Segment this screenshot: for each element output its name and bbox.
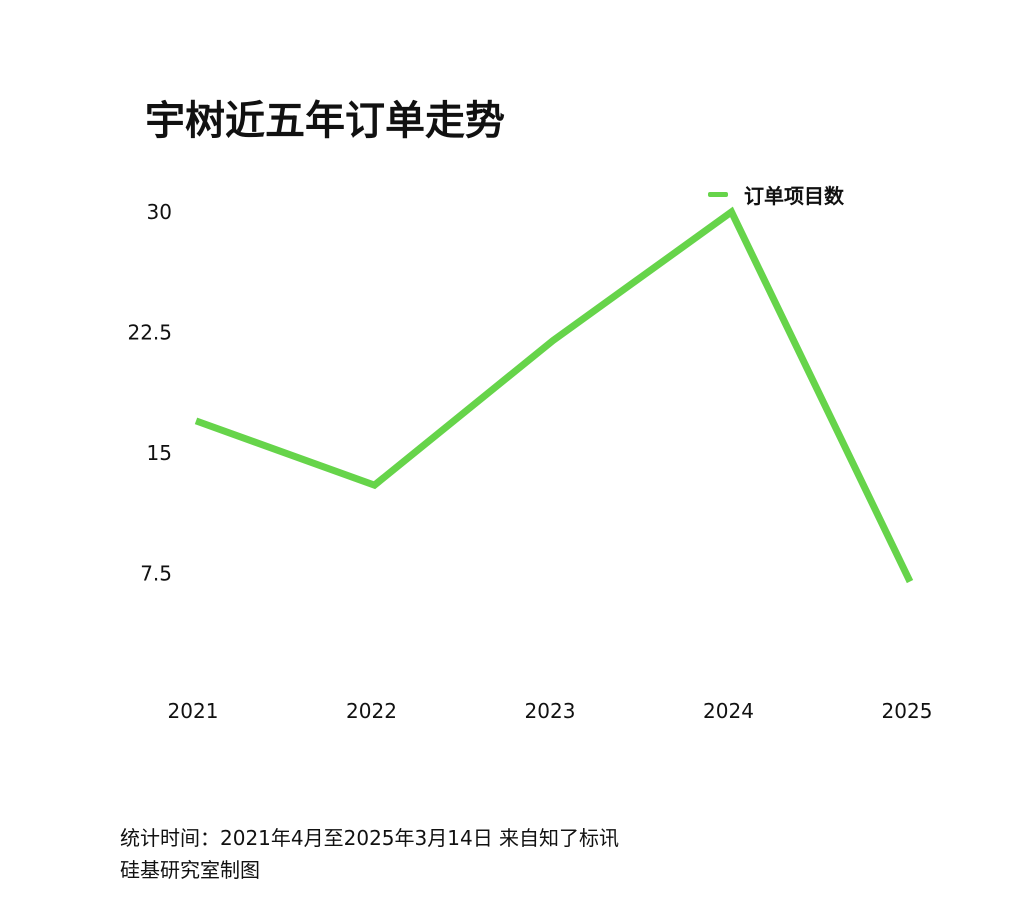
legend-swatch (708, 192, 728, 197)
y-tick-label: 15 (147, 441, 172, 465)
footer-source: 统计时间：2021年4月至2025年3月14日 来自知了标讯 (120, 826, 620, 850)
x-tick-label: 2024 (703, 699, 754, 723)
y-tick-label: 22.5 (127, 320, 172, 344)
series-line (194, 206, 914, 584)
series-group (194, 206, 914, 584)
x-tick-label: 2023 (525, 699, 576, 723)
legend: 订单项目数 (708, 180, 844, 209)
footer-credit: 硅基研究室制图 (120, 858, 260, 882)
x-tick-label: 2025 (882, 699, 933, 723)
footer-note: 统计时间：2021年4月至2025年3月14日 来自知了标讯 硅基研究室制图 (120, 822, 619, 886)
y-tick-label: 30 (147, 200, 172, 224)
chart-title: 宇树近五年订单走势 (145, 98, 505, 144)
legend-label: 订单项目数 (744, 184, 844, 208)
x-axis-ticks: 2021 2022 2023 2024 2025 (168, 699, 933, 723)
x-tick-label: 2021 (168, 699, 219, 723)
y-tick-label: 7.5 (140, 562, 172, 586)
x-tick-label: 2022 (346, 699, 397, 723)
y-axis-ticks: 30 22.5 15 7.5 (127, 200, 172, 586)
